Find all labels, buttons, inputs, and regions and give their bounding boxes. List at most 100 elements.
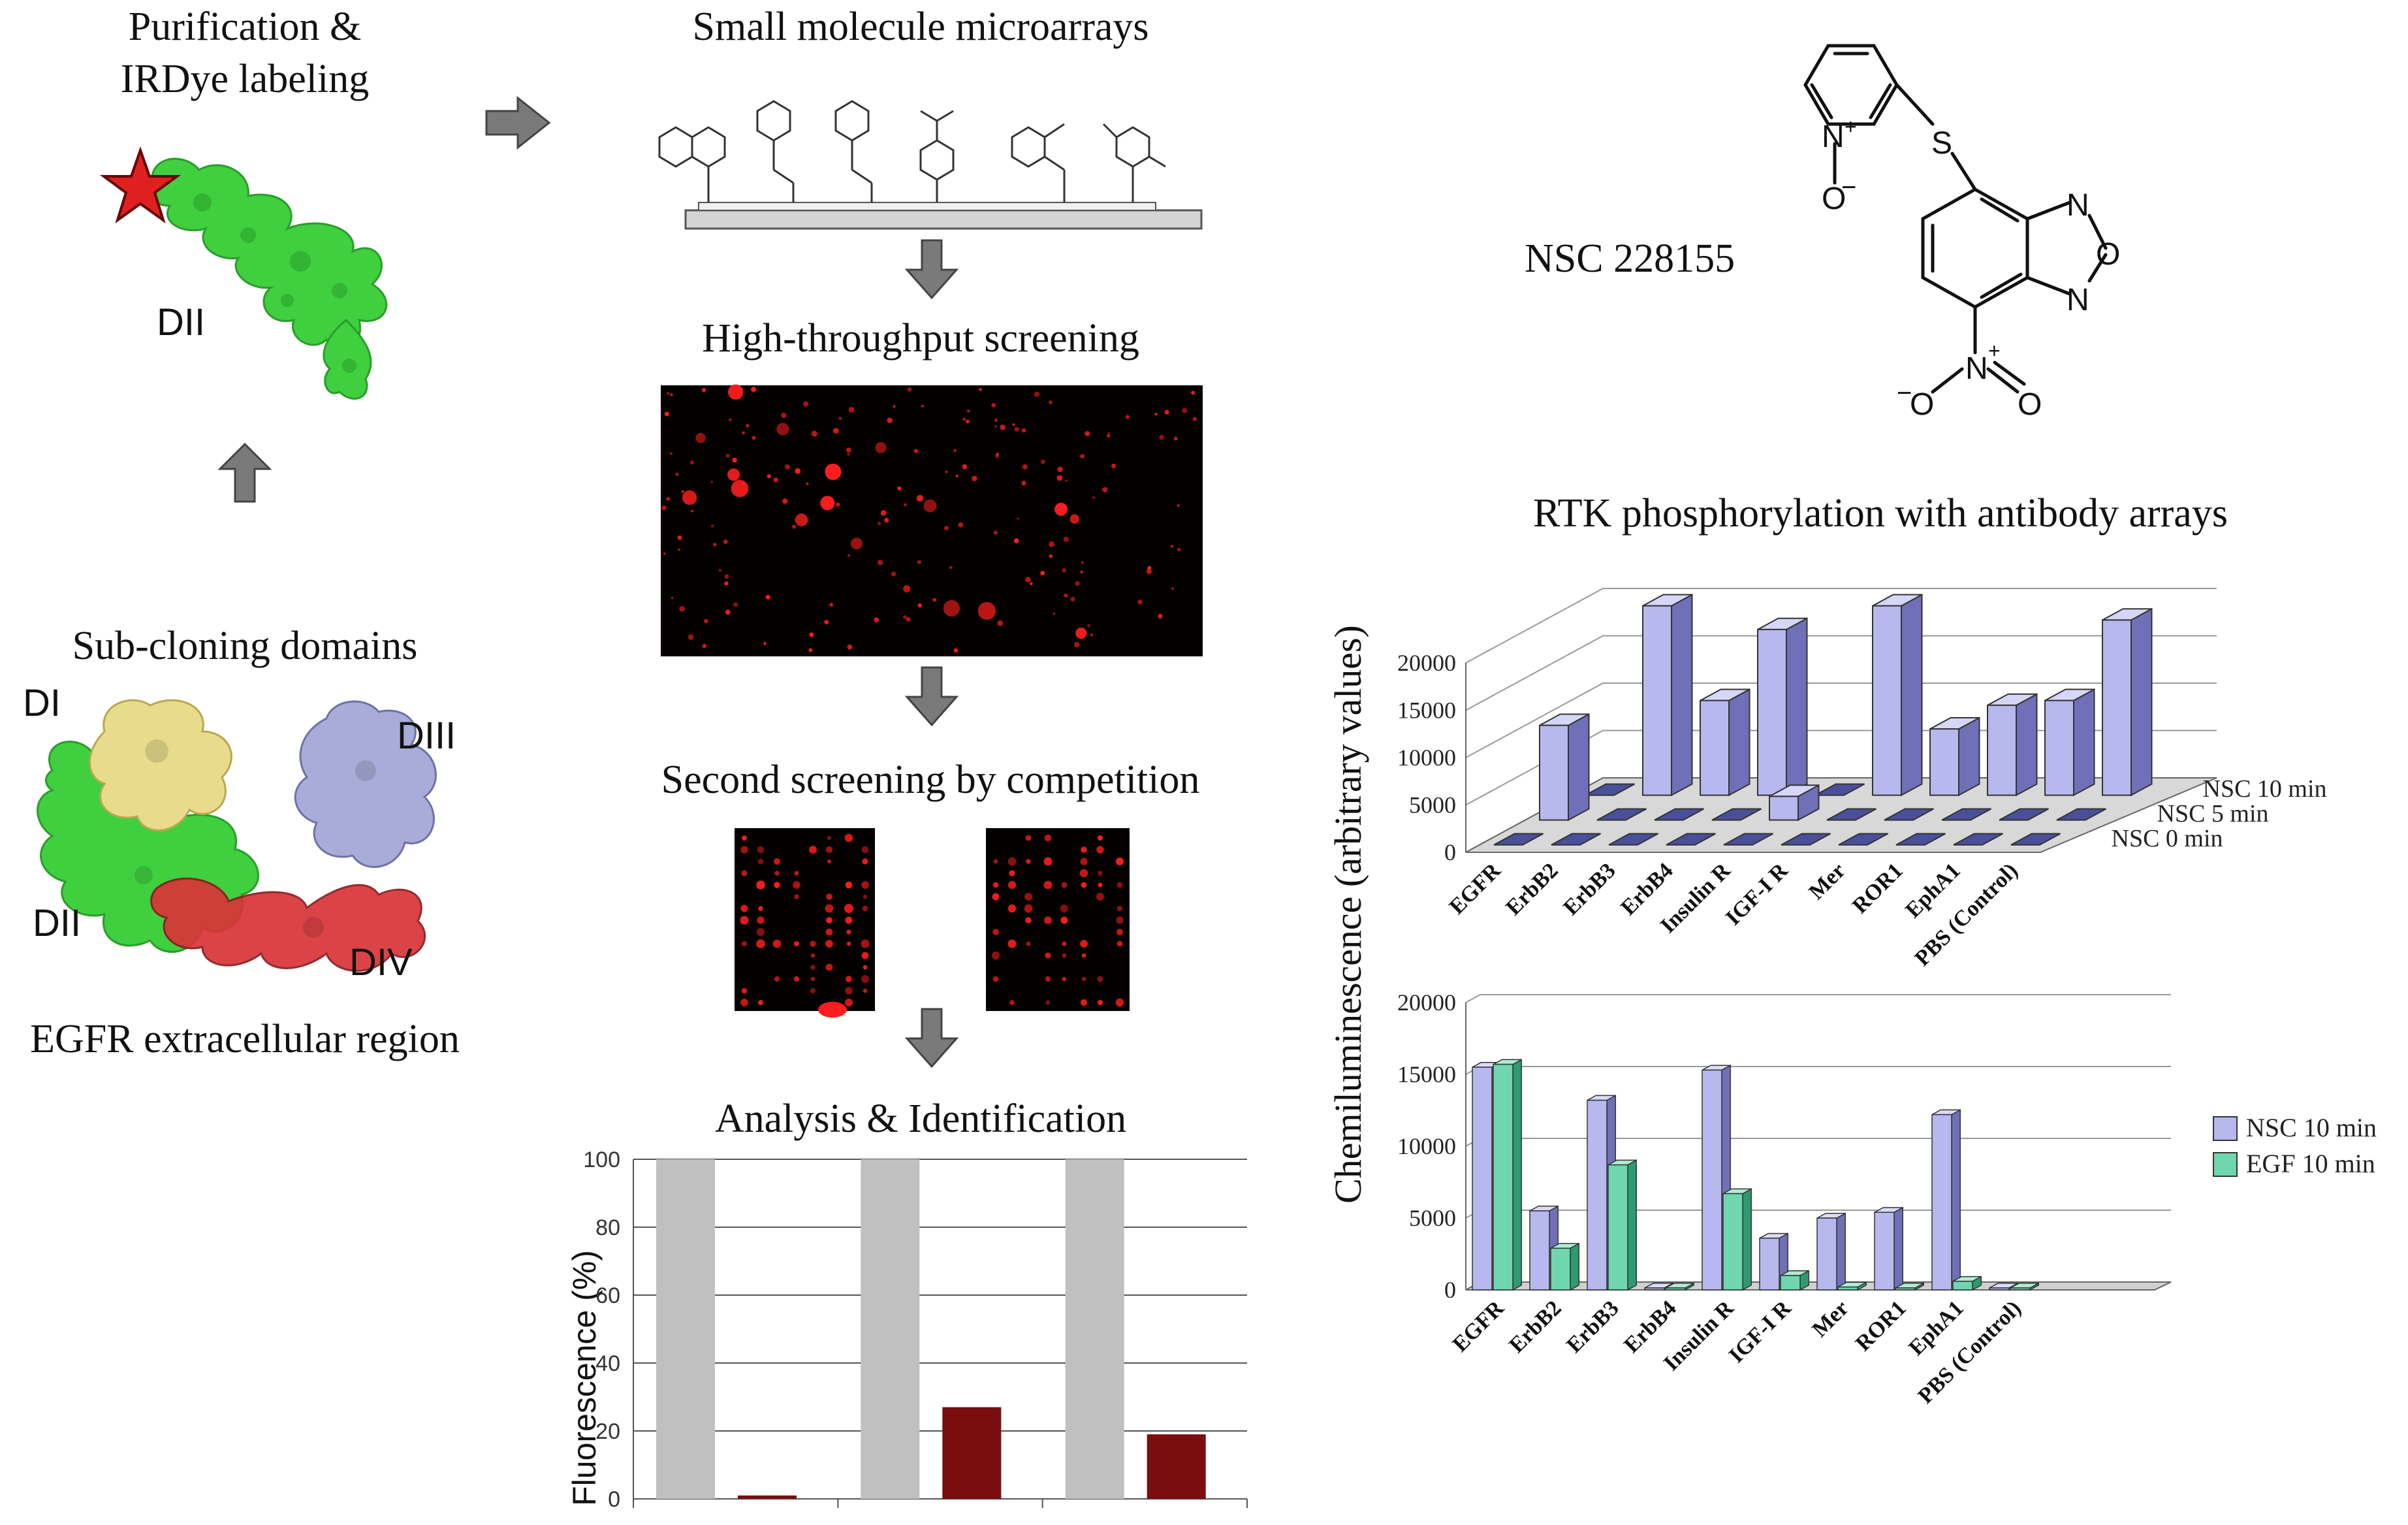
scan-spot (1045, 1000, 1051, 1005)
egf-bar (1837, 1286, 1858, 1291)
scan-spot (972, 475, 977, 481)
rtk-bar-base (1895, 833, 1946, 846)
y-tick-label: 5000 (1409, 792, 1456, 818)
fluorescence-bar (656, 1159, 715, 1499)
scan-spot (1025, 917, 1032, 923)
grid-line (1465, 682, 2217, 758)
scan-spot (724, 581, 729, 586)
scan-spot (666, 496, 671, 501)
rtk-bar (1539, 724, 1569, 821)
rtk-bar-base (1711, 808, 1762, 821)
scan-spot (1096, 893, 1104, 901)
scan-spot (733, 602, 738, 607)
egf-bar (1702, 1069, 1722, 1291)
down-arrow-icon-2 (904, 666, 959, 727)
scan-spot (861, 881, 869, 889)
y-tick-label: 40 (595, 1351, 620, 1376)
scan-spot (757, 846, 765, 854)
scan-spot (803, 401, 808, 407)
svg-text:−: − (1841, 173, 1856, 202)
scan-spot (1044, 916, 1052, 924)
scan-spot (994, 419, 998, 422)
scan-spot (1117, 905, 1123, 912)
series-label: NSC 5 min (2157, 800, 2269, 827)
egf-bar (1931, 1114, 1952, 1291)
scan-spot (903, 615, 907, 619)
scan-spot (826, 917, 832, 923)
scan-spot (725, 609, 731, 615)
scan-spot (689, 460, 694, 465)
scan-spot (845, 999, 853, 1006)
scan-spot (1025, 577, 1031, 583)
scan-spot (1107, 432, 1110, 434)
diii-label: DIII (397, 714, 456, 757)
scan-spot (861, 952, 869, 959)
svg-text:N: N (2067, 188, 2089, 223)
legend-swatch (2213, 1116, 2238, 1141)
series-label: NSC 0 min (2112, 825, 2223, 852)
scan-spot (825, 928, 833, 936)
svg-text:N: N (1822, 120, 1845, 154)
scan-spot (1041, 459, 1045, 464)
egf-bar (1550, 1247, 1571, 1291)
egf-bar (1722, 1193, 1743, 1291)
scan-spot (727, 468, 740, 481)
scan-spot (1045, 952, 1051, 959)
scan-spot (916, 494, 924, 502)
category-label: PBS (Control) (1910, 858, 2023, 971)
rtk-bar-side (1958, 716, 1980, 797)
scan-spot (1098, 871, 1103, 876)
scan-spot (993, 859, 998, 864)
scan-spot (977, 602, 996, 620)
scan-spot (724, 574, 729, 579)
scan-spot (756, 927, 765, 937)
egf-bar (1895, 1287, 1916, 1291)
scan-spot (782, 498, 788, 504)
scan-spot (1080, 858, 1088, 865)
scan-spot (1173, 436, 1178, 441)
scan-spot (742, 835, 747, 841)
scan-spot (862, 858, 868, 865)
scan-spot (794, 894, 799, 899)
scan-spot (704, 618, 708, 624)
egf-bar (1644, 1287, 1665, 1291)
microarray-title: Small molecule microarrays (692, 5, 1149, 49)
scan-spot (757, 858, 764, 865)
scan-spot (966, 419, 970, 423)
scan-spot (979, 388, 982, 391)
rtk-bar (1642, 605, 1672, 796)
scan-spot (767, 474, 771, 479)
legend-swatch (2213, 1152, 2238, 1177)
egf-bar (1587, 1099, 1608, 1291)
scan-spot (1159, 435, 1164, 440)
legend-label: NSC 10 min (2246, 1113, 2377, 1142)
scan-spot (1034, 391, 1040, 397)
egf-bar (1759, 1238, 1780, 1291)
scan-spot (740, 916, 749, 925)
scan-spot (1009, 1000, 1015, 1005)
rtk-bar (1757, 628, 1787, 796)
y-tick-label: 10000 (1397, 1133, 1456, 1159)
competition-scan-left (735, 828, 875, 1018)
scan-spot (1080, 999, 1088, 1006)
scan-spot (991, 951, 1000, 960)
scan-spot (1000, 425, 1006, 430)
scan-spot (795, 468, 800, 474)
scan-spot (701, 387, 706, 393)
rtk-bar-side (1728, 688, 1751, 797)
scan-spot (776, 423, 789, 436)
microarray-slide (658, 100, 1203, 230)
scan-spot (774, 871, 780, 876)
egf-bar (1780, 1275, 1801, 1291)
svg-text:O: O (1910, 387, 1934, 422)
scan-spot (1177, 548, 1181, 552)
scan-spot (711, 524, 714, 528)
grid-line (1465, 588, 2217, 664)
scan-spot (1075, 581, 1080, 586)
egf-bar (1493, 1063, 1513, 1291)
egf-bar-side (1570, 1242, 1579, 1291)
scan-spot (847, 453, 850, 456)
scan-spot (1098, 1000, 1103, 1005)
scan-spot (1060, 904, 1069, 913)
scan-spot (846, 447, 851, 453)
